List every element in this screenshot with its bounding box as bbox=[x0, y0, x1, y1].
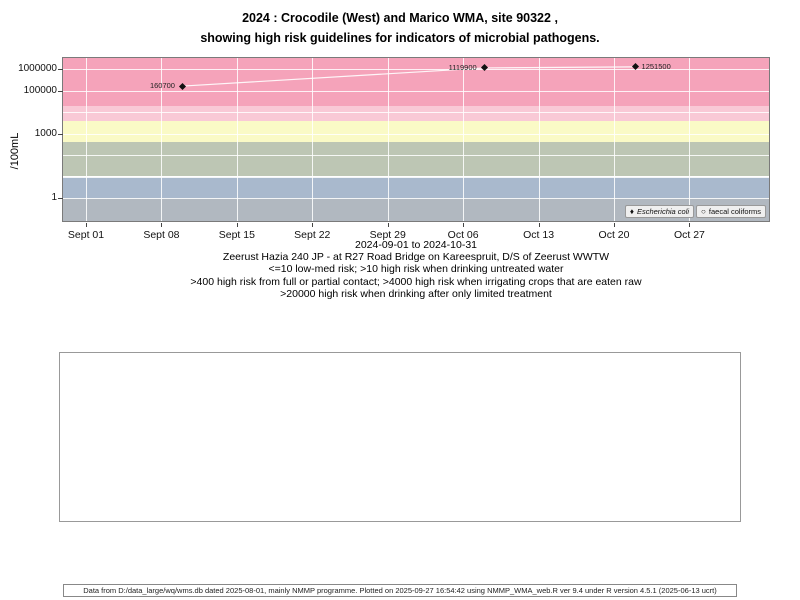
x-tick-label: Oct 06 bbox=[447, 229, 479, 241]
risk-note-3: >20000 high risk when drinking after onl… bbox=[280, 287, 552, 300]
horizontal-gridline bbox=[63, 176, 769, 178]
guideline-band bbox=[63, 120, 769, 143]
x-tick-label: Oct 27 bbox=[673, 229, 705, 241]
horizontal-gridline bbox=[63, 69, 769, 70]
footer-note: Data from D:/data_large/wq/wms.db dated … bbox=[63, 584, 737, 597]
vertical-gridline bbox=[86, 58, 87, 221]
chart-title-line1: 2024 : Crocodile (West) and Marico WMA, … bbox=[242, 11, 558, 25]
vertical-gridline bbox=[387, 58, 389, 221]
x-tick-label: Oct 13 bbox=[523, 229, 555, 241]
x-tick-label: Sept 22 bbox=[294, 229, 331, 241]
open-circle-icon: ○ bbox=[701, 206, 706, 216]
legend: ♦ Escherichia coli ○ faecal coliforms bbox=[624, 205, 766, 218]
vertical-gridline bbox=[614, 58, 615, 221]
risk-note-1: <=10 low-med risk; >10 high risk when dr… bbox=[268, 263, 564, 276]
vertical-gridline bbox=[236, 58, 238, 221]
guideline-band bbox=[63, 105, 769, 121]
y-tick-label: 1 bbox=[51, 192, 57, 203]
y-tick-label: 1000000 bbox=[18, 63, 57, 74]
y-tick-mark bbox=[58, 198, 63, 199]
x-tick-mark bbox=[614, 223, 615, 227]
x-tick-mark bbox=[86, 223, 87, 227]
guideline-band bbox=[63, 176, 769, 198]
legend-item: ○ faecal coliforms bbox=[696, 205, 766, 218]
x-tick-label: Oct 20 bbox=[598, 229, 630, 241]
plot-region: 160700 1119900 1251500 ♦ Escherichia coli ○ fa… bbox=[63, 58, 769, 221]
x-tick-mark bbox=[538, 223, 540, 227]
data-point-label: 1251500 bbox=[641, 61, 671, 71]
vertical-gridline bbox=[463, 58, 465, 221]
horizontal-gridline bbox=[63, 198, 769, 199]
vertical-gridline bbox=[689, 58, 691, 221]
empty-panel bbox=[59, 352, 741, 522]
x-tick-mark bbox=[463, 223, 465, 227]
filled-diamond-icon: ♦ bbox=[629, 206, 634, 216]
x-tick-mark bbox=[312, 223, 314, 227]
y-tick-mark bbox=[58, 90, 63, 92]
x-axis-label: 2024-09-01 to 2024-10-31 bbox=[354, 239, 477, 251]
vertical-gridline bbox=[538, 58, 540, 221]
horizontal-gridline bbox=[63, 133, 769, 135]
legend-label: Escherichia coli bbox=[636, 207, 690, 216]
vertical-gridline bbox=[161, 58, 163, 221]
horizontal-gridline bbox=[63, 112, 769, 113]
y-tick-label: 100000 bbox=[23, 84, 57, 96]
data-point-label: 160700 bbox=[149, 81, 175, 91]
horizontal-gridline bbox=[63, 90, 769, 92]
chart-title: 2024 : Crocodile (West) and Marico WMA, … bbox=[0, 8, 800, 48]
y-tick-label: 1000 bbox=[34, 127, 57, 139]
chart-area: 160700 1119900 1251500 ♦ Escherichia coli ○ fa… bbox=[18, 57, 770, 241]
caption-block: 2024-09-01 to 2024-10-31 Zeerust Hazia 2… bbox=[32, 239, 800, 300]
x-tick-mark bbox=[689, 223, 691, 227]
chart-title-line2: showing high risk guidelines for indicat… bbox=[200, 31, 600, 45]
x-tick-label: Sept 15 bbox=[218, 229, 255, 241]
horizontal-gridline bbox=[63, 155, 769, 156]
x-tick-mark bbox=[161, 223, 163, 227]
y-axis-label: /100mL bbox=[9, 132, 21, 170]
legend-item: ♦ Escherichia coli bbox=[624, 205, 695, 218]
x-tick-mark bbox=[387, 223, 389, 227]
risk-note-2: >400 high risk from full or partial cont… bbox=[190, 275, 642, 288]
data-point-label: 1119900 bbox=[448, 62, 477, 72]
x-tick-mark bbox=[236, 223, 238, 227]
guideline-band bbox=[63, 198, 769, 221]
guideline-band bbox=[63, 142, 769, 177]
x-tick-label: Sept 08 bbox=[143, 229, 180, 241]
x-tick-label: Sept 01 bbox=[67, 229, 105, 241]
y-tick-mark bbox=[58, 69, 63, 70]
x-tick-label: Sept 29 bbox=[369, 229, 406, 241]
legend-label: faecal coliforms bbox=[708, 207, 761, 216]
y-tick-mark bbox=[58, 133, 63, 135]
guideline-band bbox=[63, 58, 769, 106]
site-description: Zeerust Hazia 240 JP - at R27 Road Bridg… bbox=[222, 251, 610, 264]
vertical-gridline bbox=[312, 58, 314, 221]
